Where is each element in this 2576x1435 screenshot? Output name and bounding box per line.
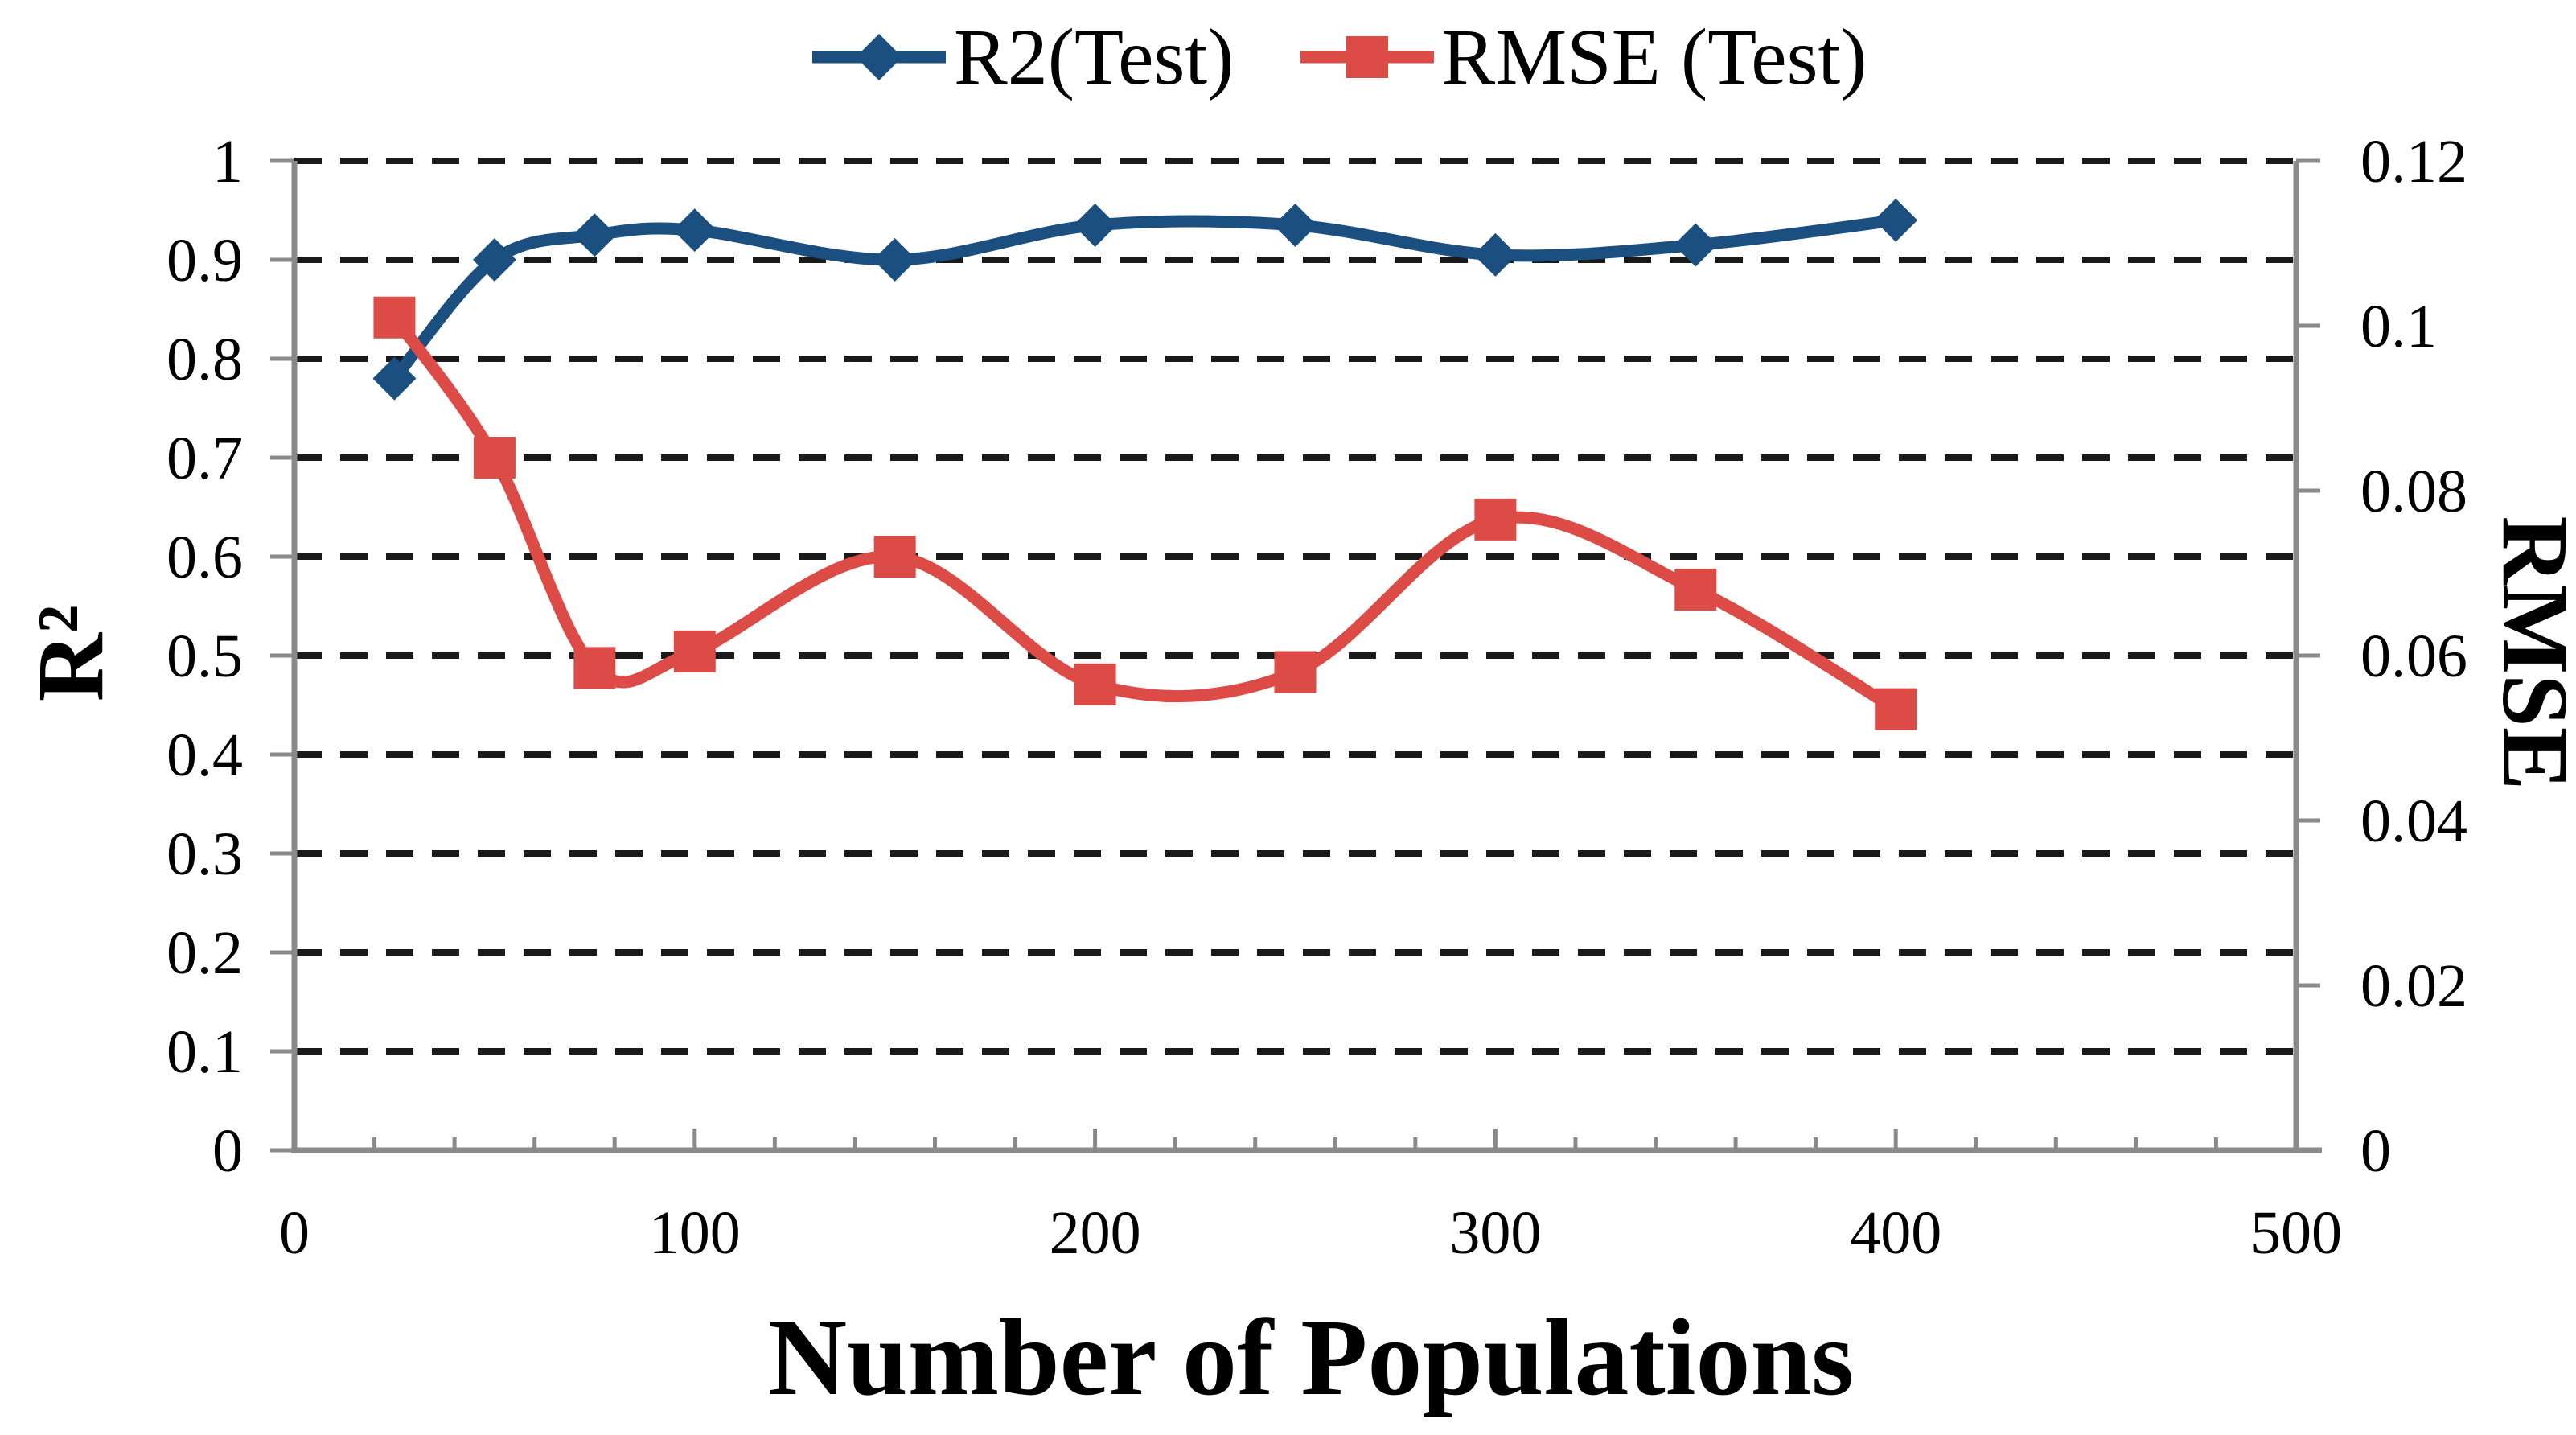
data-point-diamond	[672, 208, 717, 253]
data-point-square	[873, 536, 916, 578]
legend-diamond-marker-icon	[812, 34, 946, 80]
data-point-square	[473, 437, 516, 479]
data-point-square	[1274, 651, 1317, 693]
y-left-tick-label: 0	[212, 1117, 243, 1185]
y-right-tick-label: 0	[2360, 1117, 2391, 1185]
data-point-diamond	[1874, 198, 1918, 242]
y-right-tick-label: 0.08	[2360, 458, 2467, 525]
data-point-diamond	[1273, 203, 1317, 247]
data-point-diamond	[472, 238, 516, 282]
data-point-diamond	[573, 213, 617, 257]
x-tick-label: 500	[2250, 1199, 2342, 1267]
data-point-square	[1474, 498, 1517, 541]
x-tick-label: 200	[1050, 1199, 1141, 1267]
y-right-tick-label: 0.02	[2360, 952, 2467, 1020]
x-axis-title: Number of Populations	[767, 1297, 1855, 1418]
x-tick-label: 100	[649, 1199, 741, 1267]
y-left-tick-label: 0.9	[166, 227, 243, 294]
y-left-tick-label: 0.4	[166, 722, 243, 789]
data-point-square	[1674, 569, 1717, 611]
data-point-diamond	[372, 356, 417, 401]
y-left-tick-label: 0.1	[166, 1018, 243, 1086]
legend-label-rmse: RMSE (Test)	[1441, 12, 1867, 101]
data-point-diamond	[1473, 232, 1518, 277]
data-point-square	[373, 296, 416, 339]
data-point-diamond	[1073, 203, 1117, 247]
data-point-diamond	[1674, 223, 1718, 267]
data-point-square	[673, 630, 716, 672]
legend-square-marker-icon	[1300, 36, 1434, 78]
data-point-square	[1074, 663, 1116, 705]
series-line-1	[388, 311, 1902, 716]
series-line-0	[388, 214, 1902, 385]
y-right-tick-label: 0.12	[2360, 128, 2467, 195]
y-left-tick-label: 0.3	[166, 820, 243, 888]
x-tick-label: 0	[279, 1199, 310, 1267]
y-left-tick-label: 0.6	[166, 524, 243, 591]
legend-label-r2: R2(Test)	[954, 12, 1235, 101]
y-left-tick-label: 0.8	[166, 326, 243, 393]
y-right-tick-label: 0.06	[2360, 623, 2467, 690]
y-right-tick-label: 0.04	[2360, 787, 2467, 855]
data-point-square	[573, 647, 616, 689]
x-tick-label: 400	[1850, 1199, 1941, 1267]
data-point-square	[1875, 688, 1917, 730]
y-right-tick-label: 0.1	[2360, 293, 2437, 360]
y-left-tick-label: 0.5	[166, 623, 243, 690]
legend-item-rmse: RMSE (Test)	[1299, 13, 1867, 101]
legend-item-r2: R2(Test)	[811, 13, 1235, 101]
y-axis-left-title: R²	[18, 604, 123, 702]
x-tick-label: 300	[1449, 1199, 1541, 1267]
legend: R2(Test) RMSE (Test)	[811, 5, 1867, 109]
data-point-diamond	[873, 238, 917, 282]
y-left-tick-label: 0.2	[166, 919, 243, 987]
y-left-tick-label: 1	[212, 128, 243, 195]
y-axis-right-title: RMSE	[2483, 516, 2576, 791]
y-left-tick-label: 0.7	[166, 425, 243, 492]
